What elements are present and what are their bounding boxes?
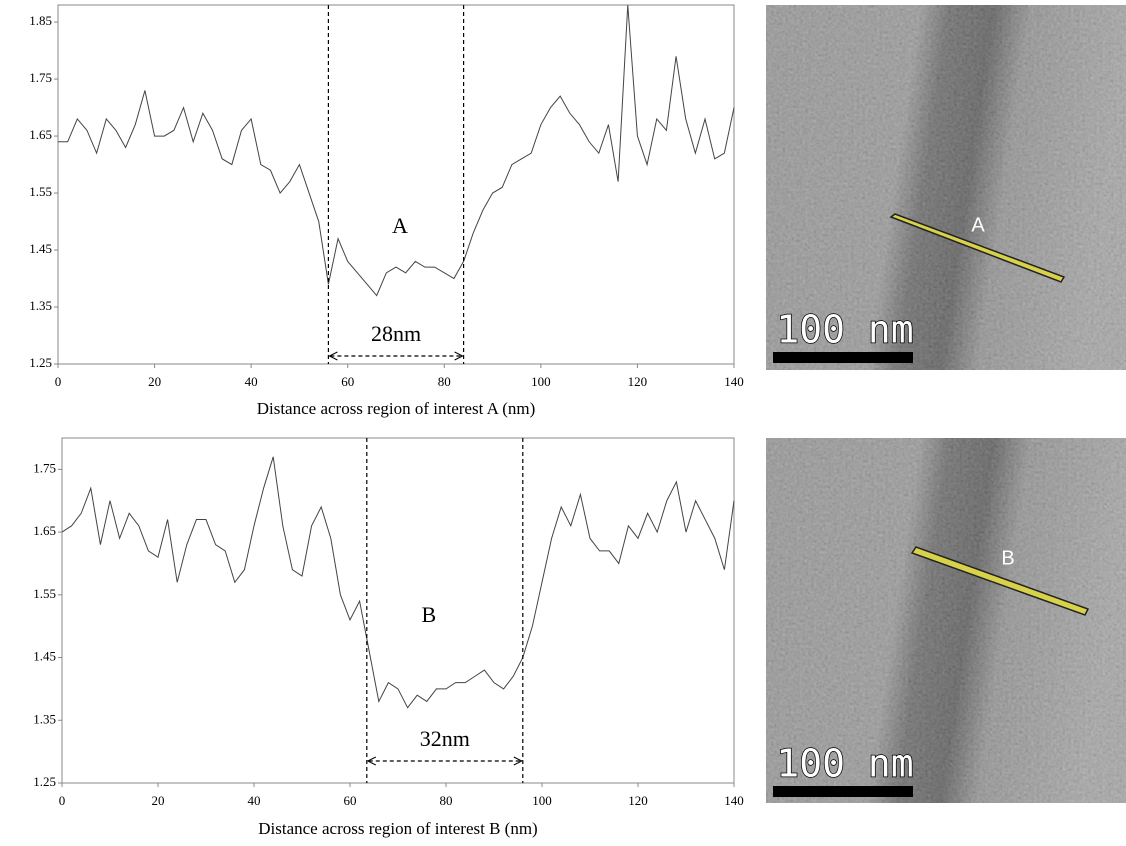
x-tick-label: 120 [628, 793, 648, 808]
x-tick-label: 20 [152, 793, 165, 808]
x-tick-label: 80 [440, 793, 453, 808]
y-tick-label: 1.75 [29, 70, 52, 85]
figure: A 100 nm B 100 nm 1.251.351.451.551.651.… [0, 0, 1126, 846]
x-axis-title: Distance across region of interest A (nm… [257, 399, 536, 418]
x-tick-label: 60 [344, 793, 357, 808]
micrograph-b: B 100 nm [766, 438, 1126, 803]
plot-frame [58, 5, 734, 364]
y-tick-label: 1.35 [29, 298, 52, 313]
data-line [58, 5, 734, 296]
y-tick-label: 1.55 [33, 586, 56, 601]
chart-panel: 1.25 1.35 1.45 1.55 1.65 1.75 0 20 40 60 80 100 120 1… [33, 438, 744, 838]
scale-bar-label: 100 nm [776, 742, 913, 786]
x-tick-label: 0 [55, 374, 62, 389]
x-tick-label: 20 [148, 374, 161, 389]
image-label: B [1001, 547, 1014, 569]
data-line [62, 457, 734, 708]
y-tick-label: 1.25 [29, 355, 52, 370]
x-tick-label: 120 [628, 374, 648, 389]
scale-bar [773, 352, 913, 363]
x-tick-label: 0 [59, 793, 66, 808]
y-tick-label: 1.55 [29, 184, 52, 199]
image-label: A [971, 214, 985, 236]
scale-bar [773, 786, 913, 797]
y-tick-label: 1.75 [33, 460, 56, 475]
y-tick-label: 1.65 [33, 523, 56, 538]
micrograph-a: A 100 nm [766, 5, 1126, 370]
x-axis-title: Distance across region of interest B (nm… [258, 819, 537, 838]
x-tick-label: 140 [724, 374, 744, 389]
x-tick-label: 40 [245, 374, 258, 389]
x-tick-label: 80 [438, 374, 451, 389]
chart-panel: 1.25 1.35 1.45 1.55 1.65 1.75 1.85 0 20 40 60 80 100… [29, 5, 744, 418]
x-tick-label: 100 [532, 793, 552, 808]
scale-bar-label: 100 nm [776, 308, 913, 352]
x-tick-label: 60 [341, 374, 354, 389]
plot-frame [62, 438, 734, 783]
y-tick-label: 1.45 [29, 241, 52, 256]
y-tick-label: 1.45 [33, 649, 56, 664]
region-label: A [392, 213, 408, 238]
x-tick-label: 140 [724, 793, 744, 808]
span-label: 28nm [371, 321, 421, 346]
y-tick-label: 1.85 [29, 13, 52, 28]
y-tick-label: 1.25 [33, 774, 56, 789]
y-tick-label: 1.65 [29, 127, 52, 142]
x-tick-label: 40 [248, 793, 261, 808]
region-label: B [421, 602, 436, 627]
y-tick-label: 1.35 [33, 711, 56, 726]
span-label: 32nm [420, 726, 470, 751]
x-tick-label: 100 [531, 374, 551, 389]
